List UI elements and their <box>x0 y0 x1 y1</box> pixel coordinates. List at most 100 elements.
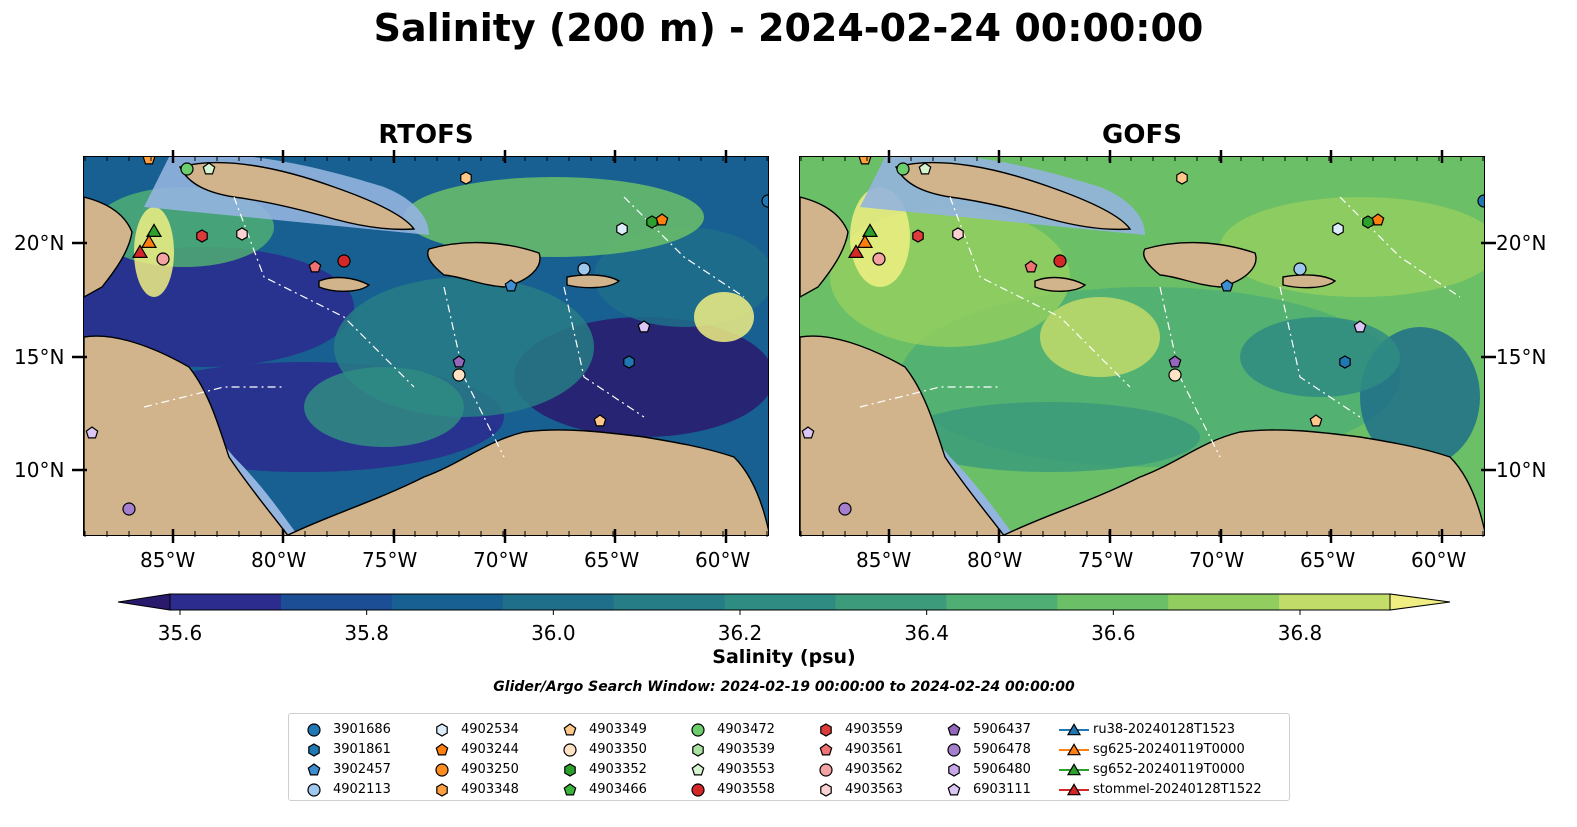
station-marker <box>1339 355 1351 369</box>
legend-marker <box>691 763 705 776</box>
legend-marker <box>307 763 321 776</box>
search-window-text: Glider/Argo Search Window: 2024-02-19 00… <box>493 679 1075 695</box>
legend-marker <box>691 723 705 737</box>
glider-marker <box>145 223 163 238</box>
legend-symbol <box>436 783 448 797</box>
salinity-field <box>1220 197 1484 297</box>
station-marker <box>838 502 852 516</box>
legend-label: sg652-20240119T0000 <box>1093 762 1245 777</box>
y-tick-label: 15°N <box>14 345 65 369</box>
legend-label: 4903563 <box>845 782 903 797</box>
salinity-field <box>404 177 704 257</box>
station-marker <box>1168 355 1182 368</box>
legend-symbol <box>563 723 577 736</box>
colorbar-tick-label: 35.6 <box>158 621 203 645</box>
salinity-map-gofs <box>800 157 1484 535</box>
x-tick-label: 60°W <box>695 548 751 572</box>
legend-symbol <box>564 763 576 777</box>
legend-label: 4902534 <box>461 722 519 737</box>
legend-label: ru38-20240128T1523 <box>1093 722 1236 737</box>
legend-marker <box>307 723 321 737</box>
boundary-line <box>949 196 1131 388</box>
legend-symbol <box>947 743 961 757</box>
legend-label: stommel-20240128T1522 <box>1093 782 1262 797</box>
legend-marker <box>691 783 705 797</box>
legend-symbol <box>1066 723 1082 736</box>
legend-marker <box>436 783 448 797</box>
legend-marker <box>948 763 960 777</box>
legend-marker <box>1059 743 1089 756</box>
legend-label: 4903559 <box>845 722 903 737</box>
axis-ticks <box>72 150 1496 543</box>
station-marker <box>952 227 964 241</box>
colorbar-segment <box>391 594 504 610</box>
station-marker <box>1332 222 1344 236</box>
legend-symbol <box>435 763 449 777</box>
salinity-field <box>304 367 464 447</box>
salinity-field <box>694 292 754 342</box>
salinity-field <box>900 402 1200 472</box>
station-marker <box>337 254 351 268</box>
glider-marker <box>140 234 158 249</box>
legend-symbol <box>1066 743 1082 756</box>
legend-marker <box>692 743 704 757</box>
y-tick-label: 10°N <box>1496 458 1547 482</box>
legend-marker <box>947 743 961 757</box>
legend-symbol <box>819 763 833 777</box>
legend-label: 4903466 <box>589 782 647 797</box>
boundary-line <box>233 196 415 388</box>
y-tick-label: 15°N <box>1496 345 1547 369</box>
station-marker <box>1024 260 1038 273</box>
legend-label: 4903553 <box>717 762 775 777</box>
legend-symbol <box>691 763 705 776</box>
map-panel-rtofs <box>83 156 769 536</box>
legend-label: 6903111 <box>973 782 1031 797</box>
legend-label: 4902113 <box>333 782 391 797</box>
legend-marker <box>820 723 832 737</box>
colorbar-segment <box>170 594 282 610</box>
station-marker <box>918 162 932 175</box>
station-marker <box>637 320 651 333</box>
legend-label: 4903250 <box>461 762 519 777</box>
station-marker <box>1293 262 1307 276</box>
map-panel-gofs <box>799 156 1485 536</box>
glider-marker <box>856 234 874 249</box>
x-tick-label: 70°W <box>473 548 529 572</box>
colorbar-segment <box>724 594 836 610</box>
station-marker <box>85 426 99 439</box>
x-tick-label: 85°W <box>140 548 196 572</box>
legend-symbol <box>1066 783 1082 796</box>
station-marker <box>761 194 768 208</box>
station-marker <box>122 502 136 516</box>
colorbar-segment <box>835 594 947 610</box>
station-marker <box>1168 368 1182 382</box>
colorbar-segment <box>280 594 393 610</box>
x-tick-label: 85°W <box>856 548 912 572</box>
legend-marker <box>307 783 321 797</box>
colorbar-segment <box>1057 594 1169 610</box>
colorbar-segment <box>613 594 726 610</box>
land <box>318 276 371 292</box>
colorbar-extend-high <box>1389 593 1451 611</box>
boundary-line <box>563 286 645 418</box>
colorbar-extend-low <box>117 593 171 611</box>
station-marker <box>452 355 466 368</box>
station-marker <box>655 213 669 226</box>
legend-marker <box>436 723 448 737</box>
station-marker <box>1371 213 1385 226</box>
panel-title-left: RTOFS <box>378 120 474 150</box>
legend-symbol <box>307 723 321 737</box>
legend-symbol <box>307 763 321 776</box>
station-marker <box>196 229 208 243</box>
legend-label: 4903539 <box>717 742 775 757</box>
legend-symbol <box>1066 763 1082 776</box>
colorbar-frame <box>169 593 1391 611</box>
legend-symbol <box>691 723 705 737</box>
station-marker <box>308 260 322 273</box>
legend-label: 4903348 <box>461 782 519 797</box>
y-tick-label: 10°N <box>14 458 65 482</box>
legend-symbol <box>820 783 832 797</box>
station-marker <box>1353 320 1367 333</box>
legend-label: 3902457 <box>333 762 391 777</box>
legend-symbol <box>691 783 705 797</box>
